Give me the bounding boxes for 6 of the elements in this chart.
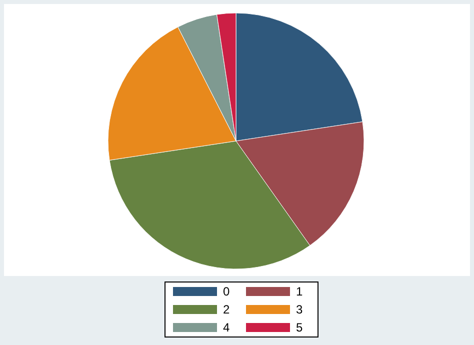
legend-label: 3: [296, 302, 303, 316]
legend-label: 5: [296, 320, 303, 334]
legend-label: 4: [223, 320, 230, 334]
legend-label: 1: [296, 284, 303, 298]
legend-label: 0: [223, 284, 230, 298]
legend-label: 2: [223, 302, 230, 316]
